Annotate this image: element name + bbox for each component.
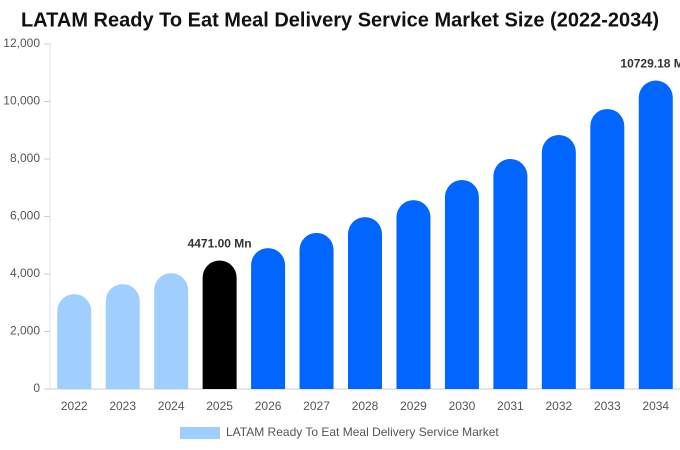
bar: [251, 248, 286, 389]
x-tick-label: 2030: [449, 399, 476, 413]
x-tick-label: 2032: [545, 399, 572, 413]
data-label: 10729.18 Mn: [620, 57, 680, 71]
y-tick-label: 4,000: [10, 266, 40, 280]
legend-label: LATAM Ready To Eat Meal Delivery Service…: [226, 425, 499, 439]
y-tick-label: 12,000: [3, 36, 40, 50]
data-label: 4471.00 Mn: [188, 237, 252, 251]
x-tick-label: 2025: [206, 399, 233, 413]
x-tick-label: 2027: [303, 399, 330, 413]
bar: [57, 294, 92, 389]
y-tick-label: 8,000: [10, 151, 40, 165]
legend-swatch: [180, 427, 220, 439]
y-tick-label: 0: [33, 381, 40, 395]
x-tick-label: 2024: [158, 399, 185, 413]
bar: [444, 179, 479, 389]
x-tick-label: 2034: [642, 399, 669, 413]
y-tick-label: 2,000: [10, 324, 40, 338]
y-tick-label: 6,000: [10, 209, 40, 223]
y-tick-label: 10,000: [3, 94, 40, 108]
bar: [202, 260, 237, 389]
bar: [541, 134, 576, 389]
x-tick-label: 2029: [400, 399, 427, 413]
bar: [348, 217, 382, 389]
bar: [493, 158, 528, 389]
chart-title: LATAM Ready To Eat Meal Delivery Service…: [21, 9, 659, 31]
bar: [590, 108, 625, 389]
bar: [105, 284, 140, 389]
x-tick-label: 2028: [352, 399, 379, 413]
x-tick-label: 2023: [109, 399, 136, 413]
bar: [396, 200, 431, 389]
bar: [299, 232, 334, 389]
x-tick-label: 2033: [594, 399, 621, 413]
x-tick-label: 2031: [497, 399, 524, 413]
x-tick-label: 2022: [61, 399, 88, 413]
bar: [638, 80, 673, 389]
x-tick-label: 2026: [255, 399, 282, 413]
bar: [154, 273, 189, 389]
